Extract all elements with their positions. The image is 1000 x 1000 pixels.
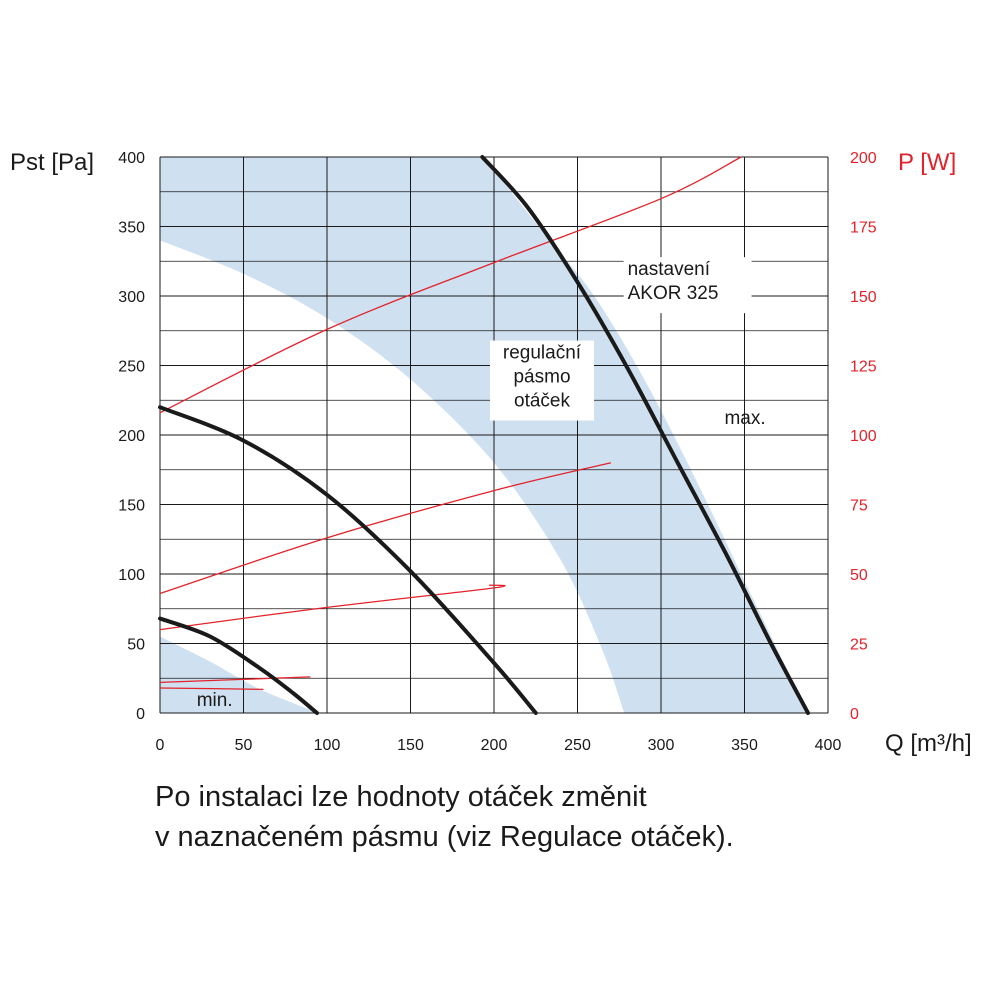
annotation-regulacni-line-1: regulační (503, 343, 582, 364)
tick-labels: 0 50 100 150 200 250 300 350 4000501001502002503… (118, 150, 877, 754)
caption: Po instalaci lze hodnoty otáček změnit v… (155, 777, 995, 857)
x-axis-title: Q [m³/h] (885, 730, 972, 757)
grid (159, 156, 829, 714)
pressure-curves (158, 155, 810, 715)
power-curves (159, 156, 742, 691)
annotation-background (490, 340, 594, 421)
y-left-tick-label: 50 (127, 637, 145, 654)
x-tick-label: 150 (397, 737, 424, 754)
y-left-tick-label: 350 (118, 220, 145, 237)
x-tick-label: 0 (156, 737, 165, 754)
power-curve-3 (159, 584, 506, 631)
y-right-tick-label: 75 (850, 498, 868, 515)
x-tick-label: 300 (648, 737, 675, 754)
annotation-min-line-1: min. (197, 690, 233, 711)
pressure-curve-2 (158, 405, 538, 715)
pressure-curve-3 (158, 616, 319, 715)
fan-performance-chart: nastavení AKOR 325 regulační pásmo otáček max… (10, 149, 972, 757)
y-right-tick-label: 100 (850, 428, 877, 445)
y-right-tick-label: 50 (850, 567, 868, 584)
x-tick-label: 100 (314, 737, 341, 754)
power-curve-4 (159, 676, 311, 684)
y-left-tick-label: 250 (118, 359, 145, 376)
pressure-curve-1 (480, 155, 810, 715)
annotation-nastaveni-line-2: AKOR 325 (628, 283, 719, 304)
annotation-regulacni-line-2: pásmo (513, 367, 570, 388)
caption-line-1: Po instalaci lze hodnoty otáček změnit (155, 781, 647, 813)
annotations: nastavení AKOR 325 regulační pásmo otáček max… (197, 257, 766, 711)
y-right-tick-label: 200 (850, 150, 877, 167)
y-right-tick-label: 150 (850, 289, 877, 306)
y-right-tick-label: 0 (850, 706, 859, 723)
annotation-max-line-1: max. (724, 408, 765, 429)
y-left-tick-label: 150 (118, 498, 145, 515)
y-left-tick-label: 0 (136, 706, 145, 723)
annotation-regulacni-line-3: otáček (514, 391, 570, 412)
power-curve-1 (159, 156, 742, 414)
y-right-tick-label: 25 (850, 637, 868, 654)
power-curve-2 (159, 462, 612, 595)
y-left-tick-label: 200 (118, 428, 145, 445)
y-left-tick-label: 100 (118, 567, 145, 584)
power-curve-5 (159, 687, 264, 691)
y-left-axis-title: Pst [Pa] (10, 149, 94, 176)
x-tick-label: 250 (564, 737, 591, 754)
annotation-nastaveni-line-1: nastavení (628, 259, 711, 280)
y-left-tick-label: 300 (118, 289, 145, 306)
caption-line-2: v naznačeném pásmu (viz Regulace otáček)… (155, 821, 734, 853)
band-min-region (160, 636, 319, 713)
x-tick-label: 400 (815, 737, 842, 754)
x-tick-label: 50 (235, 737, 253, 754)
y-left-tick-label: 400 (118, 150, 145, 167)
x-tick-label: 200 (481, 737, 508, 754)
y-right-axis-title: P [W] (898, 149, 956, 176)
x-tick-label: 350 (731, 737, 758, 754)
y-right-tick-label: 175 (850, 220, 877, 237)
annotation-background (623, 257, 752, 314)
y-right-tick-label: 125 (850, 359, 877, 376)
